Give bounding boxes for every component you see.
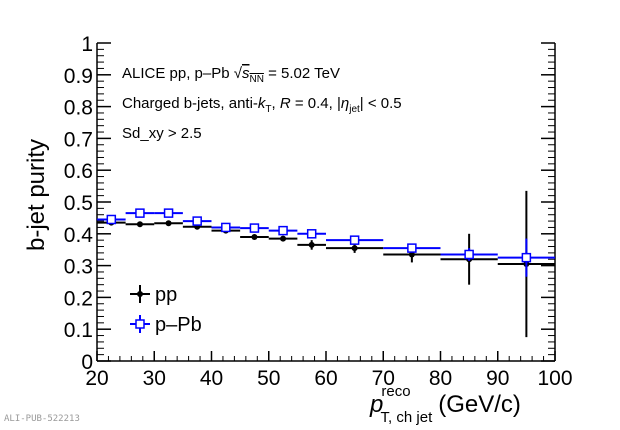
data-point-pp [136,221,143,228]
data-point-ppb [464,249,474,260]
data-point-pp [251,233,258,240]
data-point-ppb [106,214,117,225]
legend-marker-pp [137,291,143,297]
data-point-ppb [135,208,145,218]
data-point-ppb [407,243,417,253]
data-point-ppb [192,216,202,226]
x-tick-label: 30 [143,367,166,390]
y-tick-label: 0.2 [64,287,93,310]
x-tick-label: 20 [85,367,108,390]
data-point-ppb [521,252,532,263]
data-point-ppb [278,225,288,236]
data-point-pp [165,220,172,227]
x-axis-label: preco T, ch jet (GeV/c) [369,383,521,426]
legend-label-pp: pp [155,284,177,306]
y-tick-label: 1 [81,33,93,56]
legend-marker-ppb [135,319,145,329]
y-tick-label: 0.8 [64,97,93,120]
legend-label-ppb: p–Pb [155,314,202,336]
legend: pp p–Pb [130,284,202,336]
y-tick-label: 0.9 [64,65,93,88]
x-tick-label: 50 [257,367,280,390]
data-point-ppb [221,222,231,233]
data-point-pp [308,241,315,248]
x-tick-label: 80 [429,367,452,390]
data-point-ppb [163,208,174,218]
x-tick-label: 60 [314,367,337,390]
y-tick-label: 0.1 [64,319,93,342]
y-tick-label: 0.3 [64,256,93,279]
data-point-pp [408,251,415,258]
data-point-pp [351,245,358,252]
data-point-pp [280,235,287,242]
y-tick-label: 0 [81,351,93,374]
annotation-2: Charged b-jets, anti-kT, R = 0.4, |ηjet|… [122,95,402,115]
x-tick-label: 40 [200,367,223,390]
data-point-ppb [249,223,260,233]
figure-id: ALI-PUB-522213 [4,414,80,424]
annotation-3: Sd_xy > 2.5 [122,125,202,142]
data-point-ppb [306,229,317,239]
y-tick-label: 0.7 [64,128,93,151]
y-tick-label: 0.6 [64,160,93,183]
x-tick-label: 90 [486,367,509,390]
y-tick-label: 0.5 [64,192,93,215]
annotation-1: ALICE pp, p–Pb √sNN = 5.02 TeV [122,65,340,85]
data-point-ppb [349,235,360,245]
x-tick-label: 70 [372,367,395,390]
y-tick-label: 0.4 [64,224,94,247]
y-axis-label: b-jet purity [23,139,50,251]
x-tick-label: 100 [537,367,572,390]
